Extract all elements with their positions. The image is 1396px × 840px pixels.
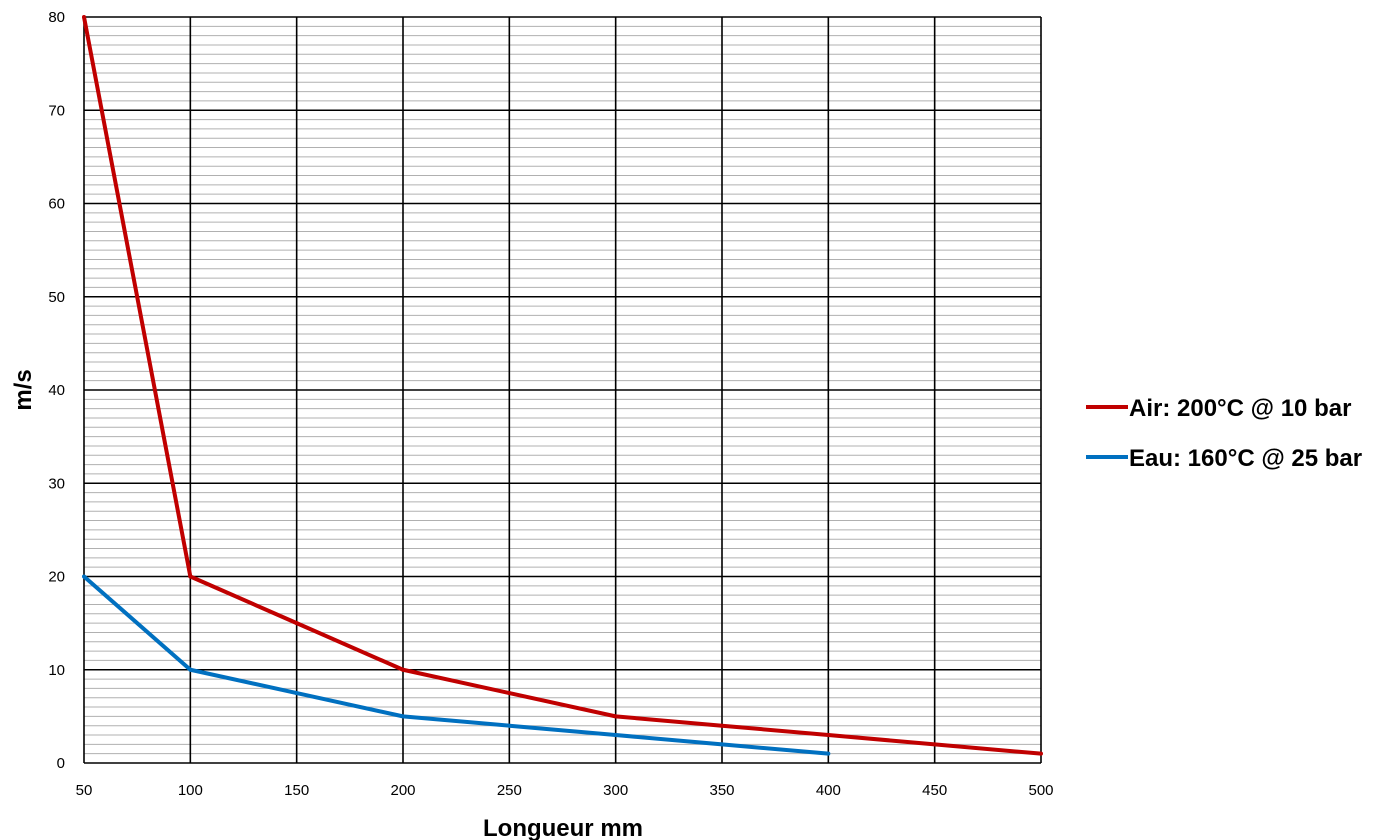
- data-point: [507, 723, 512, 728]
- y-tick-label: 30: [48, 475, 65, 492]
- legend: Air: 200°C @ 10 bar Eau: 160°C @ 25 bar: [1086, 395, 1362, 472]
- x-tick-label: 250: [497, 782, 522, 799]
- series-line-0: [82, 16, 1042, 756]
- data-point: [294, 621, 299, 626]
- x-tick-label: 200: [390, 782, 415, 799]
- y-tick-label: 0: [57, 755, 65, 772]
- x-axis-title: Longueur mm: [483, 815, 643, 840]
- x-tick-label: 350: [709, 782, 734, 799]
- data-point: [613, 733, 618, 738]
- data-point: [82, 15, 86, 19]
- x-tick-label: 400: [816, 782, 841, 799]
- x-tick-label: 50: [76, 782, 93, 799]
- y-tick-label: 20: [48, 569, 65, 586]
- data-point: [826, 751, 831, 756]
- x-tick-label: 500: [1028, 782, 1053, 799]
- data-point: [188, 574, 193, 579]
- data-point: [720, 723, 724, 728]
- legend-item-air: Air: 200°C @ 10 bar: [1086, 395, 1351, 422]
- x-tick-label: 450: [922, 782, 947, 799]
- data-point: [82, 574, 86, 579]
- y-axis-title: m/s: [10, 369, 37, 410]
- legend-label-eau: Eau: 160°C @ 25 bar: [1129, 445, 1362, 472]
- data-point: [401, 667, 405, 672]
- data-point: [1039, 751, 1043, 756]
- data-point: [294, 691, 299, 696]
- legend-label-air: Air: 200°C @ 10 bar: [1129, 395, 1351, 422]
- series-lines: [82, 15, 1043, 756]
- x-tick-label: 100: [178, 782, 203, 799]
- data-point: [188, 667, 193, 672]
- series-line-1: [82, 574, 829, 756]
- y-tick-label: 50: [48, 289, 65, 306]
- y-axis-tick-labels: 0 10 20 30 40 50 60 70 80: [48, 9, 65, 772]
- y-tick-label: 80: [48, 9, 65, 26]
- data-point: [507, 691, 512, 696]
- y-tick-label: 10: [48, 662, 65, 679]
- x-tick-label: 300: [603, 782, 628, 799]
- data-point: [613, 714, 618, 719]
- minor-gridlines: [84, 25, 1041, 755]
- x-tick-label: 150: [284, 782, 309, 799]
- y-tick-label: 70: [48, 102, 65, 119]
- major-gridlines: [83, 16, 1042, 764]
- data-point: [826, 733, 831, 738]
- y-tick-label: 40: [48, 382, 65, 399]
- data-point: [932, 742, 937, 747]
- y-tick-label: 60: [48, 196, 65, 213]
- data-point: [720, 742, 724, 747]
- legend-item-eau: Eau: 160°C @ 25 bar: [1086, 445, 1362, 472]
- x-axis-tick-labels: 50 100 150 200 250 300 350 400 450 500: [76, 782, 1054, 799]
- data-point: [401, 714, 405, 719]
